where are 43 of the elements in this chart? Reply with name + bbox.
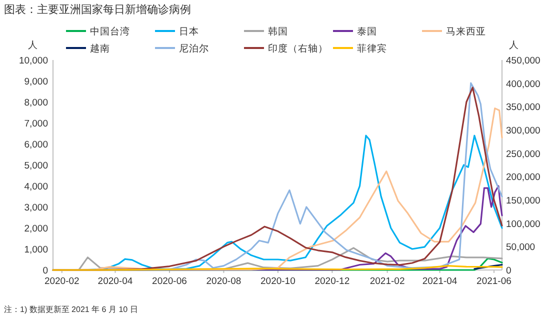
x-tick-label: 2021-02 (370, 276, 405, 287)
x-tick-label: 2021-06 (476, 276, 512, 287)
x-tick-label: 2020-06 (152, 276, 187, 287)
x-tick-label: 2020-10 (260, 276, 296, 287)
x-tick-label: 2020-12 (314, 276, 350, 287)
legend-label: 韩国 (268, 26, 288, 38)
y-tick-label: 0 (42, 266, 48, 276)
y-tick-label: 5,000 (24, 160, 48, 172)
legend-label: 印度（右轴） (268, 42, 328, 54)
y2-tick-label: 50,000 (506, 242, 536, 254)
x-tick-label: 2020-04 (98, 276, 133, 287)
y-tick-label: 3,000 (24, 202, 48, 214)
y-tick-label: 8,000 (24, 98, 48, 108)
y2-tick-label: 300,000 (506, 126, 540, 136)
legend-label: 尼泊尔 (179, 42, 209, 54)
legend-label: 马来西亚 (446, 26, 486, 38)
y2-tick-label: 350,000 (506, 102, 540, 114)
legend-label: 泰国 (357, 26, 377, 38)
y-tick-label: 1,000 (24, 244, 48, 256)
y2-axis-title: 人 (509, 40, 519, 51)
y-tick-label: 4,000 (24, 182, 48, 192)
y2-tick-label: 100,000 (506, 218, 540, 230)
y2-tick-label: 450,000 (506, 56, 540, 66)
y-tick-label: 10,000 (18, 56, 48, 66)
chart-title: 图表：主要亚洲国家每日新增确诊病例 (4, 3, 191, 16)
y2-tick-label: 200,000 (506, 172, 540, 184)
y-axis-title: 人 (28, 40, 38, 51)
legend-label: 日本 (179, 26, 199, 38)
x-tick-label: 2021-04 (422, 276, 458, 287)
x-tick-label: 2020-08 (206, 276, 242, 287)
y-tick-label: 6,000 (24, 140, 48, 150)
legend-label: 中国台湾 (90, 26, 130, 38)
y2-tick-label: 0 (506, 266, 512, 276)
legend-label: 越南 (90, 42, 110, 54)
y2-tick-label: 250,000 (506, 148, 540, 160)
y2-tick-label: 150,000 (506, 196, 540, 206)
y-tick-label: 7,000 (24, 118, 48, 130)
text: 注：1) 数据更新至 2021 年 6 月 10 日 (4, 305, 138, 314)
legend-label: 菲律宾 (357, 42, 387, 54)
y-tick-label: 9,000 (24, 76, 48, 88)
x-tick-label: 2020-02 (44, 276, 80, 287)
y2-tick-label: 400,000 (506, 78, 540, 90)
y-tick-label: 2,000 (24, 224, 48, 234)
